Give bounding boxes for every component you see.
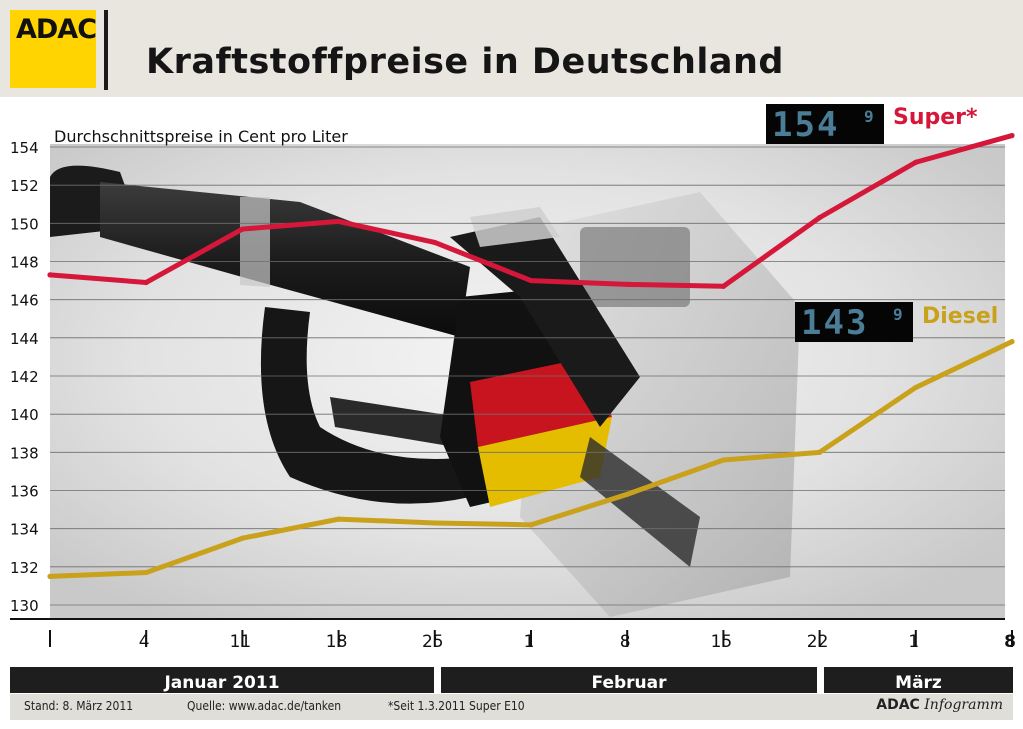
data-point (1009, 132, 1015, 139)
x-tick-label: 11 (230, 632, 252, 652)
legend-label-super: Super* (893, 105, 978, 130)
data-point (528, 522, 534, 528)
data-point (913, 384, 919, 391)
data-point (528, 277, 534, 284)
nozzle-illustration (50, 144, 1005, 619)
month-bar (441, 667, 817, 693)
footer-quelle: Quelle: www.adac.de/tanken (187, 699, 342, 713)
y-tick-label: 144 (10, 330, 39, 348)
chart-area: 130 132 134 136 138 140 142 144 146 148 150 152 154 … (0, 97, 1023, 729)
page-title: Kraftstoffpreise in Deutschland (146, 42, 784, 82)
month-label: März (895, 673, 942, 693)
y-tick-label: 134 (10, 521, 39, 539)
y-tick-label: 140 (10, 406, 39, 424)
data-point (336, 516, 342, 522)
y-tick-label: 146 (10, 292, 39, 310)
data-point (336, 218, 342, 225)
x-tick-label: 1 (908, 632, 919, 652)
footer-note: *Seit 1.3.2011 Super E10 (388, 699, 525, 713)
brand-italic: Infogramm (924, 697, 1003, 713)
footer-stand: Stand: 8. März 2011 (24, 699, 134, 713)
price-display-digits: 154 (772, 105, 839, 145)
price-chart: 130132134136138140142144146148150152154 … (10, 104, 1016, 693)
price-display-superscript: 9 (893, 305, 903, 324)
footer-band (10, 694, 1013, 720)
data-point (432, 520, 438, 526)
y-tick-label: 130 (10, 597, 39, 615)
legend-label-diesel: Diesel (922, 304, 998, 329)
price-display-super (766, 104, 884, 144)
data-point (817, 215, 823, 221)
series-lines (47, 132, 1015, 579)
data-point (720, 457, 727, 463)
x-tick-label: 8 (620, 632, 631, 652)
month-bar (10, 667, 434, 693)
month-bar (824, 667, 1013, 693)
y-tick-label: 142 (10, 368, 39, 386)
adac-logo: ADAC (10, 10, 97, 88)
data-point (624, 491, 630, 497)
month-label: Februar (592, 673, 668, 693)
x-tick-label: 1 (524, 632, 535, 652)
y-tick-label: 152 (10, 177, 39, 195)
data-point (624, 281, 630, 287)
y-axis-label: Durchschnittspreise in Cent pro Liter (54, 127, 348, 146)
x-tick-label: 25 (422, 632, 444, 652)
data-point (720, 283, 727, 289)
price-display-superscript: 9 (864, 107, 874, 126)
data-point (239, 535, 245, 541)
data-point (47, 272, 53, 278)
header-divider (104, 10, 108, 90)
price-display-digits: 143 (801, 303, 868, 343)
brand-bold: ADAC (876, 697, 920, 713)
x-tick-label: 18 (326, 632, 348, 652)
x-axis: 4 11 18 25 1 8 15 22 1 8 (49, 630, 1016, 652)
logo-text: ADAC (16, 14, 97, 45)
data-point (913, 159, 919, 165)
y-tick-label: 136 (10, 483, 39, 501)
data-point (817, 449, 823, 455)
y-tick-label: 150 (10, 215, 39, 233)
x-tick-label: 4 (139, 632, 150, 652)
data-point (239, 226, 245, 232)
data-point (143, 569, 149, 576)
y-tick-label: 138 (10, 444, 39, 462)
data-point (432, 239, 438, 246)
y-tick-label: 148 (10, 254, 39, 272)
x-tick-label: 22 (807, 632, 829, 652)
month-labels: Januar 2011 Februar März (10, 667, 1013, 693)
data-point (47, 573, 53, 579)
y-tick-label: 132 (10, 559, 39, 577)
data-point (1009, 339, 1015, 345)
header-band (0, 0, 1023, 97)
legend: 154 9 Super* 143 9 Diesel (766, 104, 998, 343)
brand: ADAC Infogramm (876, 697, 1003, 713)
x-tick-label: 15 (711, 632, 733, 652)
data-point (143, 279, 149, 286)
x-tick-label: 8 (1004, 632, 1016, 652)
month-label: Januar 2011 (163, 673, 279, 693)
y-axis: 130 132 134 136 138 140 142 144 146 148 150 152 154 (10, 139, 39, 615)
price-display-diesel (795, 302, 913, 342)
y-tick-label: 154 (10, 139, 39, 157)
